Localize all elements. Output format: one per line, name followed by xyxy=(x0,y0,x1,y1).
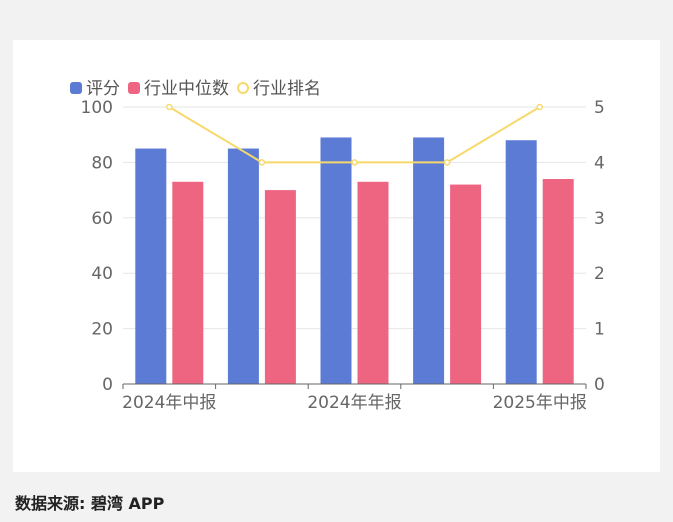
x-tick-label: 2025年中报 xyxy=(493,393,587,413)
legend-label: 行业中位数 xyxy=(144,79,229,99)
bar-industry-median xyxy=(264,190,296,384)
chart-card: 0 20 40 60 80 100 0 1 2 3 4 5 2024年中报 2024年年报 2025年中报 评… xyxy=(13,40,660,472)
ranking-point xyxy=(166,103,173,111)
combo-chart: 0 20 40 60 80 100 0 1 2 3 4 5 2024年中报 2024年年报 2025年中报 评… xyxy=(70,79,605,413)
bar-industry-median xyxy=(542,179,574,384)
x-tick-label: 2024年中报 xyxy=(122,393,216,413)
y-right-tick-label: 4 xyxy=(594,153,605,173)
y-right-tick-label: 3 xyxy=(594,209,605,229)
x-tick-label: 2024年年报 xyxy=(307,393,401,413)
y-left-tick-label: 0 xyxy=(102,375,113,395)
y-left-tick-label: 20 xyxy=(91,320,113,340)
legend-swatch xyxy=(128,82,140,94)
y-left-tick-label: 40 xyxy=(91,264,113,284)
ranking-point xyxy=(351,159,358,166)
bar-industry-median xyxy=(172,181,204,384)
ranking-point xyxy=(536,103,543,111)
y-left-tick-label: 100 xyxy=(81,98,113,118)
bar-industry-median xyxy=(450,184,482,384)
legend-label: 行业排名 xyxy=(253,79,321,99)
y-right-tick-label: 2 xyxy=(594,264,605,284)
legend-swatch xyxy=(237,82,249,94)
y-left-tick-label: 80 xyxy=(91,153,113,173)
legend-swatch xyxy=(70,82,82,94)
ranking-line xyxy=(168,106,541,164)
y-right-tick-label: 1 xyxy=(594,320,605,340)
bar-score xyxy=(505,140,537,384)
legend-label: 评分 xyxy=(86,79,120,99)
data-source-note: 数据来源: 碧湾 APP xyxy=(15,494,165,513)
y-left-tick-label: 60 xyxy=(91,209,113,229)
bar-score xyxy=(227,148,259,384)
bar-score xyxy=(135,148,167,384)
bar-score xyxy=(320,137,352,384)
ranking-point xyxy=(443,159,451,166)
y-right-tick-label: 5 xyxy=(594,98,605,118)
bar-score xyxy=(413,137,445,384)
bar-industry-median xyxy=(357,181,389,384)
y-right-tick-label: 0 xyxy=(594,375,605,395)
ranking-point xyxy=(258,159,266,166)
